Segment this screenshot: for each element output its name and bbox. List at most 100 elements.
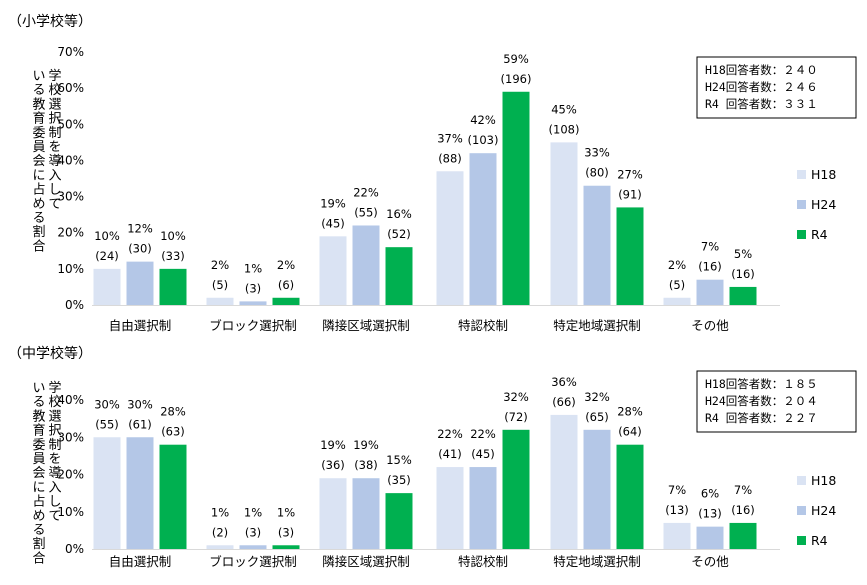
data-label-percent: 30% (127, 397, 153, 411)
respondents-text: H24回答者数：２０４ (705, 394, 818, 408)
legend-label: R4 (811, 227, 828, 242)
data-label-percent: 22% (470, 427, 496, 441)
x-category-label: 特定地域選択制 (553, 554, 641, 569)
data-label-count: (88) (438, 151, 462, 165)
bar-h24 (696, 526, 724, 549)
data-label-count: (38) (354, 458, 378, 472)
data-label-percent: 1% (211, 505, 229, 519)
data-label-percent: 22% (353, 185, 379, 199)
data-label-count: (103) (468, 133, 499, 147)
bar-h24 (583, 429, 611, 549)
data-label-percent: 22% (437, 427, 463, 441)
y-tick-label: 30% (57, 190, 84, 204)
y-tick-label: 0% (65, 542, 84, 556)
section-title: （中学校等） (8, 345, 92, 362)
bar-r4 (159, 444, 187, 549)
x-category-label: 特定地域選択制 (553, 318, 641, 333)
y-tick-label: 60% (57, 81, 84, 95)
data-label-count: (3) (278, 525, 294, 539)
legend-label: R4 (811, 533, 828, 548)
y-tick-label: 50% (57, 117, 84, 131)
bar-r4 (272, 545, 300, 549)
y-tick-label: 70% (57, 45, 84, 59)
y-tick-label: 40% (57, 393, 84, 407)
data-label-count: (24) (95, 249, 119, 263)
data-label-percent: 28% (160, 405, 186, 419)
bar-r4 (502, 429, 530, 549)
data-label-percent: 7% (701, 240, 719, 254)
data-label-count: (52) (387, 227, 411, 241)
data-label-percent: 7% (668, 483, 686, 497)
bar-h24 (126, 437, 154, 549)
data-label-percent: 2% (277, 258, 295, 272)
y-axis-label: いる教育委員会に占める割合 (32, 381, 45, 566)
bar-h18 (550, 142, 578, 305)
bar-h24 (126, 261, 154, 305)
data-label-percent: 6% (701, 487, 719, 501)
data-label-percent: 59% (503, 52, 529, 66)
respondents-text: R4 回答者数：２２７ (705, 411, 818, 425)
data-label-count: (66) (552, 395, 576, 409)
data-label-percent: 2% (668, 258, 686, 272)
bar-r4 (502, 91, 530, 305)
data-label-percent: 19% (320, 438, 346, 452)
data-label-percent: 15% (386, 453, 412, 467)
bar-h24 (239, 545, 267, 549)
bar-h24 (469, 153, 497, 305)
data-label-count: (72) (504, 410, 528, 424)
data-label-percent: 28% (617, 405, 643, 419)
y-tick-label: 30% (57, 430, 84, 444)
bar-h18 (93, 437, 121, 549)
x-category-label: その他 (691, 554, 729, 569)
data-label-percent: 42% (470, 113, 496, 127)
data-label-count: (45) (321, 216, 345, 230)
data-label-count: (55) (95, 417, 119, 431)
y-tick-label: 0% (65, 298, 84, 312)
y-axis-label: いる教育委員会に占める割合 (32, 69, 45, 254)
y-tick-label: 10% (57, 505, 84, 519)
data-label-count: (196) (501, 72, 532, 86)
x-category-label: ブロック選択制 (209, 318, 297, 333)
x-category-label: 隣接区域選択制 (322, 318, 410, 333)
data-label-count: (5) (669, 278, 685, 292)
data-label-count: (65) (585, 410, 609, 424)
bar-h18 (206, 297, 234, 305)
data-label-count: (108) (549, 122, 580, 136)
legend-swatch-h24 (797, 506, 806, 515)
respondents-text: H18回答者数：２４０ (705, 63, 818, 77)
respondents-text: H18回答者数：１８５ (705, 377, 818, 391)
bar-h18 (663, 297, 691, 305)
bar-r4 (385, 247, 413, 305)
data-label-count: (63) (161, 425, 185, 439)
x-category-label: 自由選択制 (109, 554, 172, 569)
x-category-label: 自由選択制 (109, 318, 172, 333)
bar-r4 (729, 286, 757, 305)
data-label-percent: 33% (584, 146, 610, 160)
bar-h18 (436, 171, 464, 305)
respondents-text: R4 回答者数：３３１ (705, 97, 818, 111)
legend-label: H18 (811, 167, 836, 182)
data-label-percent: 19% (320, 196, 346, 210)
data-label-percent: 10% (160, 229, 186, 243)
data-label-percent: 1% (277, 505, 295, 519)
bar-h18 (93, 268, 121, 305)
x-category-label: 特認校制 (458, 318, 508, 333)
data-label-count: (16) (698, 260, 722, 274)
data-label-percent: 32% (503, 390, 529, 404)
data-label-count: (91) (618, 187, 642, 201)
y-axis-label: 学校選択制を導入して (48, 68, 61, 212)
bar-r4 (385, 493, 413, 549)
data-label-count: (41) (438, 447, 462, 461)
x-category-label: 特認校制 (458, 554, 508, 569)
bar-h18 (319, 478, 347, 549)
legend-label: H24 (811, 503, 836, 518)
data-label-count: (3) (245, 281, 261, 295)
x-category-label: 隣接区域選択制 (322, 554, 410, 569)
legend-swatch-h18 (797, 170, 806, 179)
data-label-count: (16) (731, 503, 755, 517)
legend-swatch-h18 (797, 476, 806, 485)
data-label-count: (13) (698, 507, 722, 521)
respondents-box (696, 56, 857, 119)
legend-swatch-r4 (797, 230, 806, 239)
data-label-count: (2) (212, 525, 228, 539)
